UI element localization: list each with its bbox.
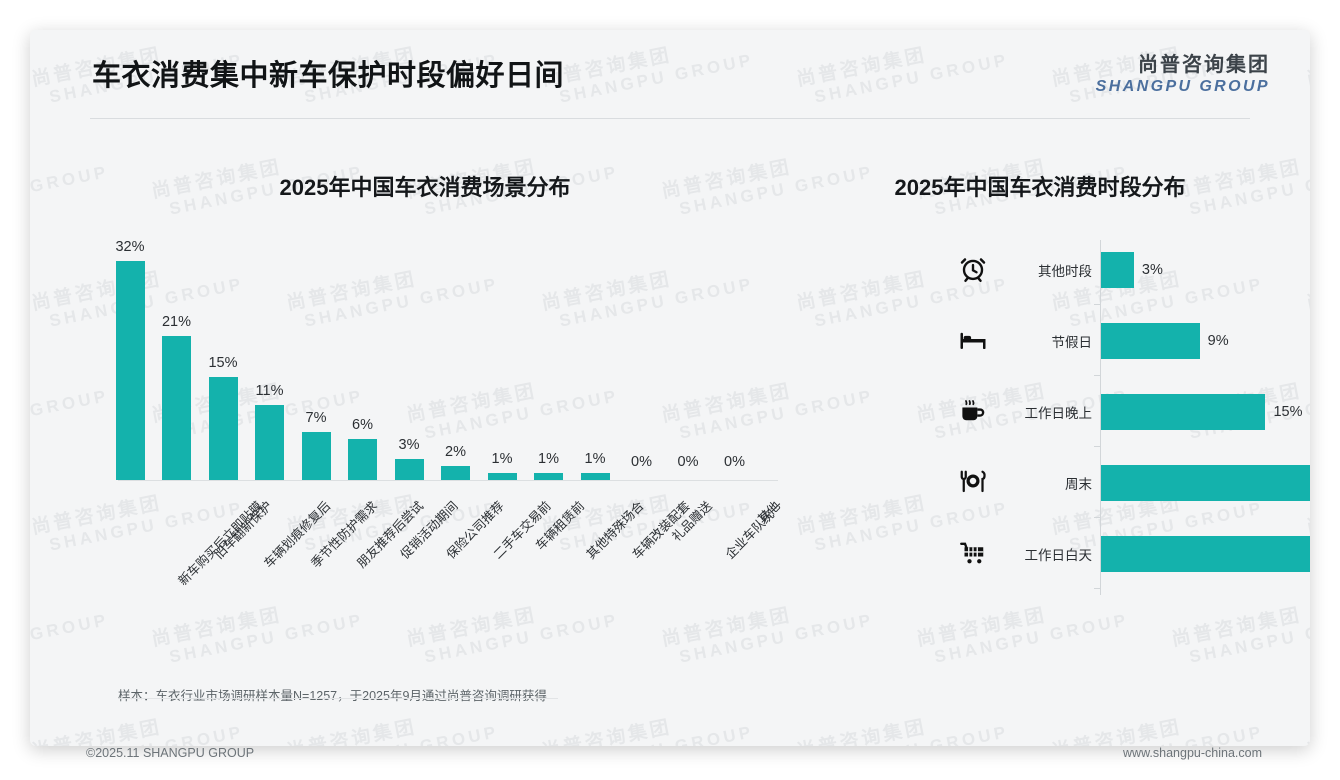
column-value-label: 2% <box>445 444 466 461</box>
column-bar <box>162 336 191 480</box>
column-bar <box>208 377 238 480</box>
bar-value-label: 3% <box>1141 262 1163 278</box>
horizontal-bar <box>1101 394 1266 430</box>
bar-category-label: 周末 <box>1065 477 1092 492</box>
column-value-label: 0% <box>724 454 745 470</box>
note-divider <box>118 698 558 699</box>
bar-axis-tick <box>1094 446 1100 447</box>
column-value-label: 32% <box>115 238 145 255</box>
bar-category-axis <box>1100 240 1101 595</box>
column-bar <box>487 473 517 480</box>
footer-website: www.shangpu-china.com <box>1123 746 1262 760</box>
bar-plot-area: 其他时段 3% 节假日 9% 工作日晚上 15% 周末35% 工作日白天38% <box>790 240 1310 610</box>
column-value-label: 3% <box>398 437 420 454</box>
shopping-cart-icon <box>958 537 992 571</box>
horizontal-bar <box>1101 252 1134 288</box>
column-baseline-axis <box>118 480 778 481</box>
bar-row: 工作日白天38% <box>790 536 1310 572</box>
header-divider <box>90 118 1250 119</box>
logo-english-text: SHANGPU GROUP <box>1095 78 1270 95</box>
column-value-label: 0% <box>677 454 699 470</box>
bar-value-label: 9% <box>1207 333 1229 349</box>
column-value-label: 11% <box>255 382 284 399</box>
bar-row: 周末35% <box>790 465 1310 501</box>
bar-axis-tick <box>1094 375 1100 376</box>
logo-chinese-text: 尚普咨询集团 <box>1138 54 1270 76</box>
column-plot-area: 32% 新车购买后立即贴膜 21% 旧车翻新保护 15% 车辆划痕修复后 11% 季节性防护需… <box>115 238 785 589</box>
brand-logo: 尚普咨询集团 SHANGPU GROUP <box>1096 48 1270 96</box>
horizontal-bar <box>1101 465 1310 501</box>
footer-copyright: ©2025.11 SHANGPU GROUP <box>86 746 255 760</box>
bar-row: 工作日晚上 15% <box>790 394 1303 430</box>
column-value-label: 1% <box>538 451 559 468</box>
column-bar <box>441 466 470 480</box>
page-title: 车衣消费集中新车保护时段偏好日间 <box>92 60 565 92</box>
scenario-distribution-chart: 2025年中国车衣消费场景分布 32% 新车购买后立即贴膜 21% 旧车翻新保护 15%… <box>70 170 785 670</box>
bed-icon <box>958 324 992 358</box>
chart-title-right: 2025年中国车衣消费时段分布 <box>894 175 1186 200</box>
column-bar <box>580 473 610 480</box>
bar-value-label: 15% <box>1273 404 1303 420</box>
bar-axis-tick <box>1094 304 1100 305</box>
bar-row: 节假日 9% <box>790 323 1290 359</box>
column-value-label: 1% <box>491 451 513 468</box>
bar-category-label: 节假日 <box>1051 335 1093 350</box>
bar-category-label: 工作日晚上 <box>1024 406 1093 421</box>
horizontal-bar <box>1101 536 1310 572</box>
chart-title-left: 2025年中国车衣消费场景分布 <box>279 175 571 200</box>
column-value-label: 15% <box>208 355 238 372</box>
column-bar <box>394 459 424 480</box>
footer: ©2025.11 SHANGPU GROUP www.shangpu-china… <box>30 746 1310 780</box>
column-bar <box>115 260 145 480</box>
bar-row: 其他时段 3% <box>790 252 1290 288</box>
bar-axis-tick <box>1094 588 1100 589</box>
column-value-label: 21% <box>161 314 192 330</box>
bar-axis-tick <box>1094 517 1100 518</box>
column-bar <box>301 432 331 480</box>
column-value-label: 0% <box>631 454 652 470</box>
column-value-label: 6% <box>352 416 373 433</box>
column-value-label: 7% <box>305 410 327 426</box>
column-bar <box>255 404 284 480</box>
coffee-mug-icon <box>958 395 992 429</box>
dinner-plate-icon <box>958 466 992 500</box>
bar-category-label: 工作日白天 <box>1024 548 1093 563</box>
bar-category-label: 其他时段 <box>1038 264 1092 279</box>
column-value-label: 1% <box>584 451 606 468</box>
alarm-clock-icon <box>958 253 992 287</box>
horizontal-bar <box>1101 323 1200 359</box>
column-bar <box>348 438 377 480</box>
timeslot-distribution-chart: 2025年中国车衣消费时段分布 其他时段 3% 节假日 9% 工作日晚上 15% 周末35%… <box>790 170 1310 670</box>
report-card: 尚普咨询集团 SHANGPU GROUP 尚普咨询集团 SHANGPU GROUP 尚普… <box>30 30 1310 746</box>
column-bar <box>534 473 563 480</box>
sample-note: 样本：车衣行业市场调研样本量N=1257，于2025年9月通过尚普咨询调研获得 <box>118 689 547 703</box>
header: 车衣消费集中新车保护时段偏好日间 尚普咨询集团 SHANGPU GROUP <box>30 30 1310 118</box>
